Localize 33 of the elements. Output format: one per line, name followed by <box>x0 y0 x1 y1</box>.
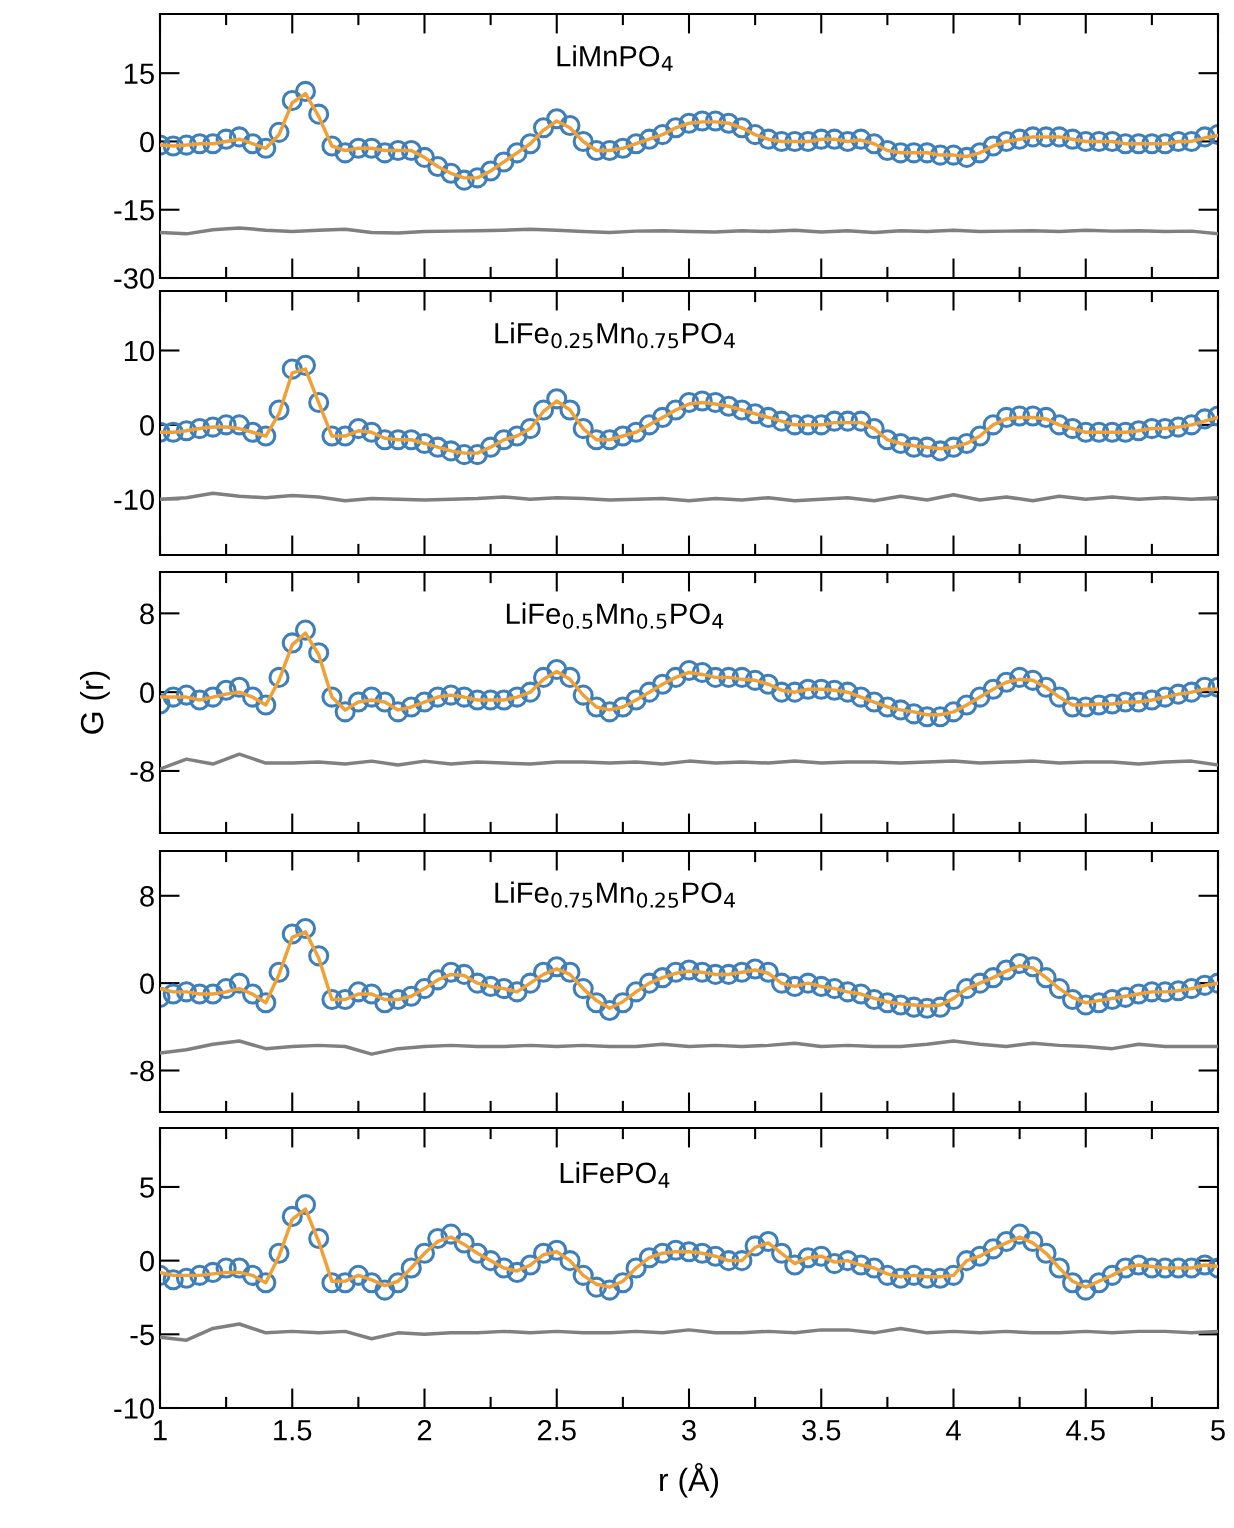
x-tick-label: 1 <box>154 1420 167 1441</box>
x-tick-label: 1.5 <box>274 1420 312 1441</box>
x-tick-label: 2.5 <box>537 1419 576 1441</box>
y-tick-label: -15 <box>114 200 154 221</box>
x-axis-title: r (Å) <box>660 1462 719 1498</box>
x-tick-label: 3.5 <box>802 1419 841 1441</box>
y-tick-label: 8 <box>140 603 154 625</box>
y-tick-label: 0 <box>140 973 154 994</box>
y-tick-label: -5 <box>130 1324 154 1346</box>
text: LiFe$_{0.25}$Mn$_{0.75}$PO$_{4}$ <box>495 322 735 349</box>
text: LiFe$_{0.5}$Mn$_{0.5}$PO$_{4}$ <box>506 602 724 629</box>
text: LiMnPO$_{4}$ <box>557 45 673 72</box>
x-tick-label: 4.5 <box>1066 1420 1105 1441</box>
y-tick-label: -10 <box>114 1398 154 1419</box>
y-tick-label: 0 <box>140 415 154 436</box>
y-tick-label: 0 <box>140 1250 154 1272</box>
y-tick-label: 0 <box>140 682 154 704</box>
y-tick-label: -10 <box>114 489 154 511</box>
y-tick-label: -30 <box>114 268 154 289</box>
x-tick-label: 4 <box>946 1420 961 1441</box>
y-tick-label: 5 <box>140 1177 154 1198</box>
x-tick-label: 2 <box>417 1419 432 1441</box>
y-tick-label: 0 <box>140 131 154 153</box>
x-tick-label: 5 <box>1211 1420 1225 1441</box>
text: LiFePO$_{4}$ <box>560 1161 670 1188</box>
x-tick-label: 3 <box>682 1419 696 1441</box>
y-tick-label: 8 <box>140 885 154 907</box>
y-tick-label: 10 <box>124 340 154 362</box>
text: LiFe$_{0.75}$Mn$_{0.25}$PO$_{4}$ <box>495 881 735 908</box>
y-axis-title: G (r) <box>79 671 110 734</box>
y-tick-label: -8 <box>130 761 154 782</box>
y-tick-label: 15 <box>124 63 154 85</box>
y-tick-label: -8 <box>130 1060 154 1082</box>
